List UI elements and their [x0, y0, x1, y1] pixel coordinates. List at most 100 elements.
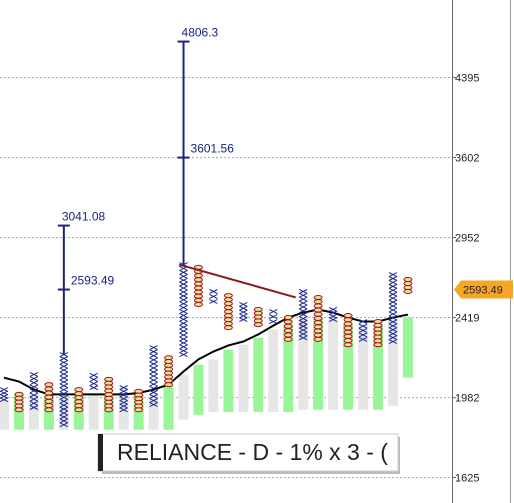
x-box [89, 376, 98, 382]
x-box [298, 316, 308, 321]
x-box [179, 324, 188, 330]
x-box [179, 277, 188, 283]
band-bar [163, 384, 174, 430]
x-box [179, 297, 188, 303]
pf-column [328, 307, 338, 322]
band-bar [178, 374, 189, 420]
pf-column [74, 387, 84, 413]
band-bar [88, 394, 99, 430]
o-box [44, 407, 54, 413]
x-box [298, 327, 308, 333]
pf-column [388, 272, 398, 344]
pf-column [253, 306, 263, 328]
o-box [193, 281, 203, 287]
last-price-label: 2593.49 [463, 284, 503, 296]
x-box [179, 312, 188, 318]
x-box [298, 312, 308, 318]
o-box [74, 395, 84, 401]
o-box [403, 285, 413, 291]
o-box [343, 329, 353, 335]
pf-column [89, 372, 98, 391]
o-box [343, 338, 353, 344]
x-box [179, 293, 188, 299]
x-box [29, 396, 39, 402]
title-box: RELIANCE - D - 1% x 3 - ( [97, 433, 400, 474]
x-box [59, 410, 69, 416]
band-bar [298, 317, 309, 410]
x-box [179, 348, 188, 354]
pf-column [223, 293, 233, 331]
y-tick-label: 3602 [455, 152, 479, 164]
x-box [59, 422, 69, 428]
o-box [283, 323, 293, 329]
pf-column [209, 289, 218, 304]
x-box [209, 298, 218, 304]
x-box [149, 349, 158, 355]
x-box [149, 385, 158, 391]
x-box [59, 371, 69, 377]
pf-column [373, 319, 383, 348]
x-box [298, 335, 308, 341]
x-box [388, 299, 398, 305]
o-box [44, 390, 54, 396]
x-box [269, 309, 278, 315]
x-box [29, 376, 39, 381]
pf-column [104, 376, 114, 413]
o-box [283, 332, 293, 338]
x-box [328, 313, 338, 319]
band-bar [343, 324, 354, 410]
pf-column [298, 289, 308, 341]
x-box [179, 289, 188, 295]
chart-title: RELIANCE - D - 1% x 3 - ( [117, 439, 388, 465]
x-box [388, 303, 398, 309]
x-box [59, 363, 69, 369]
ma-line [3, 308, 409, 396]
x-box [179, 320, 188, 326]
pf-column [343, 313, 353, 348]
o-box [223, 325, 233, 331]
x-box [29, 380, 39, 386]
pf-column [14, 391, 24, 413]
o-box [193, 293, 203, 299]
x-box [358, 336, 368, 342]
x-box [239, 305, 248, 311]
x-box [388, 276, 398, 281]
x-box [0, 387, 9, 393]
o-box [313, 311, 323, 317]
band-bar [402, 317, 413, 378]
x-box [29, 405, 39, 410]
x-box [179, 352, 188, 358]
o-box [193, 273, 203, 279]
x-box [269, 319, 278, 325]
o-box [104, 407, 114, 413]
o-box [403, 277, 413, 283]
band-bar [208, 359, 219, 413]
x-box [0, 397, 9, 403]
band-bar [0, 399, 9, 430]
pf-column [164, 355, 174, 388]
x-box [179, 336, 188, 342]
x-box [29, 371, 39, 377]
x-box [29, 388, 39, 394]
x-box [358, 323, 368, 329]
x-box [358, 328, 368, 333]
x-box [328, 307, 338, 312]
o-box [313, 294, 323, 300]
x-box [209, 289, 218, 294]
o-box [44, 398, 54, 404]
x-box [388, 279, 398, 285]
x-box [179, 328, 188, 334]
o-box [283, 315, 293, 321]
o-box [74, 407, 84, 413]
x-box [59, 367, 69, 373]
o-box [313, 299, 323, 305]
band-bar [253, 337, 264, 413]
band-bar [148, 394, 159, 430]
title-box-edge [98, 434, 103, 471]
x-box [209, 294, 218, 299]
x-box [59, 406, 69, 412]
x-box [298, 296, 308, 302]
pf-column [59, 352, 69, 428]
x-box [298, 308, 308, 314]
